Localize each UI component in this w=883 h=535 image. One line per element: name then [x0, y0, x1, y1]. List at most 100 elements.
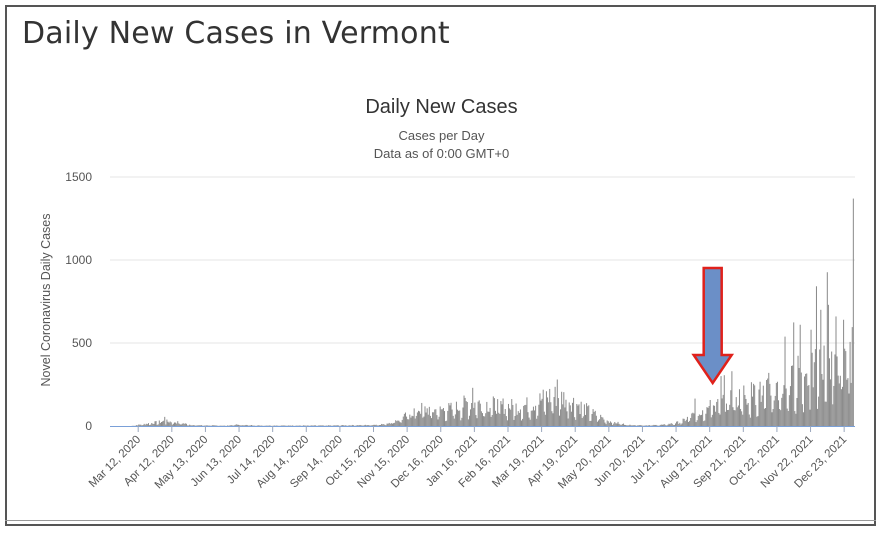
- bar: [175, 422, 177, 426]
- bar: [614, 421, 616, 426]
- bar: [579, 414, 581, 426]
- bar: [372, 425, 374, 426]
- bar: [597, 420, 600, 426]
- bar: [830, 379, 832, 426]
- bar: [694, 398, 696, 426]
- bar: [252, 425, 254, 426]
- bar: [653, 424, 655, 426]
- bar: [427, 414, 429, 426]
- bar: [442, 408, 444, 426]
- page-title: Daily New Cases in Vermont: [22, 16, 450, 51]
- bar: [731, 371, 733, 426]
- bar: [710, 417, 712, 426]
- bar: [371, 425, 373, 426]
- bar: [769, 383, 771, 426]
- bar: [707, 407, 709, 426]
- bar: [307, 425, 309, 426]
- bar: [391, 423, 393, 426]
- bar: [529, 419, 531, 426]
- bar: [611, 422, 613, 426]
- bar: [450, 402, 452, 426]
- bar: [593, 411, 595, 426]
- bar: [198, 425, 200, 426]
- bar: [785, 388, 787, 426]
- bar: [846, 379, 848, 426]
- bar: [515, 403, 517, 426]
- bar: [140, 424, 142, 426]
- bar: [214, 425, 216, 426]
- bar: [173, 422, 176, 426]
- bar: [417, 410, 420, 426]
- bar: [839, 375, 841, 426]
- bar: [718, 412, 720, 426]
- bar: [618, 423, 620, 426]
- bar: [767, 378, 769, 426]
- bar: [806, 373, 808, 426]
- bar: [759, 381, 761, 426]
- bar: [762, 385, 764, 426]
- bar: [249, 425, 251, 426]
- bar: [384, 424, 386, 426]
- bar: [490, 416, 492, 426]
- bar: [698, 414, 700, 426]
- bar: [258, 425, 260, 426]
- bar: [560, 409, 562, 426]
- bar: [617, 421, 619, 426]
- bar: [670, 423, 672, 426]
- bar: [330, 425, 332, 426]
- bar: [576, 403, 578, 426]
- y-axis-label: Novel Coronavirus Daily Cases: [39, 214, 53, 387]
- bar: [250, 425, 253, 426]
- bar: [744, 395, 746, 426]
- bar: [522, 418, 524, 426]
- bar: [747, 402, 749, 426]
- bar: [811, 352, 813, 426]
- bar: [756, 416, 758, 426]
- bar: [544, 414, 546, 426]
- bar: [141, 425, 143, 426]
- bar: [699, 415, 701, 426]
- bar: [475, 415, 477, 426]
- bar: [165, 424, 167, 426]
- bar: [163, 420, 165, 426]
- bar: [383, 424, 385, 426]
- bar: [415, 415, 417, 426]
- bar: [478, 400, 480, 426]
- bar: [404, 412, 406, 426]
- bar: [648, 425, 650, 426]
- bar: [596, 421, 598, 426]
- bar: [389, 423, 391, 426]
- bar: [439, 406, 441, 426]
- bar: [849, 341, 851, 426]
- bar: [638, 425, 640, 426]
- bar: [837, 375, 839, 426]
- bar: [400, 422, 402, 426]
- bar: [503, 413, 505, 426]
- bar: [345, 425, 347, 426]
- bar: [320, 425, 322, 426]
- bar: [612, 424, 614, 426]
- bar: [206, 425, 208, 426]
- bar: [688, 422, 690, 426]
- bar: [523, 405, 525, 426]
- bar: [487, 411, 489, 426]
- bar: [821, 374, 823, 426]
- bar: [349, 425, 351, 426]
- bar: [555, 405, 557, 426]
- bar: [822, 379, 824, 426]
- bar: [663, 424, 665, 426]
- bar: [814, 349, 816, 426]
- bar: [784, 336, 786, 426]
- bar: [453, 418, 455, 426]
- bar: [171, 424, 173, 426]
- bar: [691, 413, 693, 426]
- bar: [363, 425, 365, 426]
- bar: [436, 415, 438, 426]
- bar: [491, 414, 493, 426]
- bar: [556, 379, 558, 426]
- bar: [360, 425, 362, 426]
- bar: [782, 393, 784, 426]
- bar: [236, 424, 238, 426]
- bar: [708, 406, 710, 426]
- bar: [340, 425, 343, 426]
